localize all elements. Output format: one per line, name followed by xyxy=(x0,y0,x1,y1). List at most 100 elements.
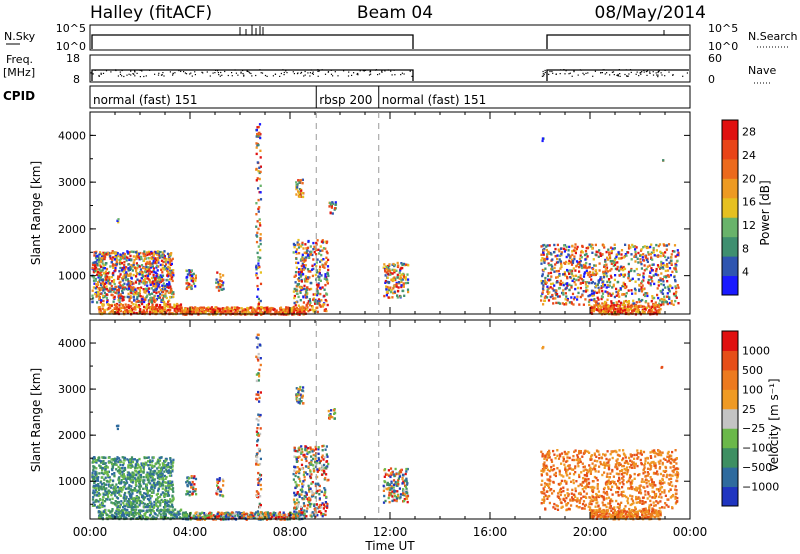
range-gate-cell xyxy=(111,256,114,259)
range-gate-cell xyxy=(134,489,137,492)
nave-dot xyxy=(543,73,545,75)
range-gate-cell xyxy=(316,289,319,293)
range-gate-cell xyxy=(149,298,152,302)
range-gate-cell xyxy=(127,267,130,270)
range-gate-cell xyxy=(148,293,151,296)
range-gate-cell xyxy=(279,309,282,312)
range-gate-cell xyxy=(256,133,259,136)
nave-dot xyxy=(577,74,579,76)
range-gate-cell xyxy=(560,251,563,254)
range-gate-cell xyxy=(174,513,177,517)
range-gate-cell xyxy=(298,179,301,182)
range-gate-cell xyxy=(152,276,155,279)
range-gate-cell xyxy=(157,505,160,508)
range-gate-cell xyxy=(592,273,595,276)
range-gate-cell xyxy=(117,291,120,294)
range-gate-cell xyxy=(121,471,124,474)
range-gate-cell xyxy=(186,269,189,273)
range-gate-cell xyxy=(654,306,657,310)
range-gate-cell xyxy=(215,311,218,314)
range-gate-cell xyxy=(163,466,166,469)
range-gate-cell xyxy=(613,303,616,307)
range-gate-cell xyxy=(109,306,112,309)
range-gate-cell xyxy=(126,458,129,461)
range-gate-cell xyxy=(105,272,108,275)
range-gate-cell xyxy=(256,295,259,298)
range-gate-cell xyxy=(398,277,401,280)
range-gate-cell xyxy=(574,274,578,277)
range-gate-cell xyxy=(615,255,618,259)
nave-dot xyxy=(220,71,222,74)
range-gate-cell xyxy=(607,292,610,295)
range-gate-cell xyxy=(321,286,324,289)
range-gate-cell xyxy=(641,298,644,302)
range-gate-cell xyxy=(145,304,149,307)
range-gate-cell xyxy=(615,294,618,297)
range-gate-cell xyxy=(131,269,134,272)
freq-trace xyxy=(91,69,689,81)
range-gate-cell xyxy=(179,303,183,306)
range-gate-cell xyxy=(550,275,553,278)
range-gate-cell xyxy=(333,208,336,211)
range-gate-cell xyxy=(150,250,153,254)
nave-dot xyxy=(627,75,629,77)
range-gate-cell xyxy=(128,513,131,516)
range-gate-cell xyxy=(99,287,102,290)
range-gate-cell xyxy=(106,480,109,483)
range-gate-cell xyxy=(190,311,194,314)
range-gate-cell xyxy=(600,307,603,310)
range-gate-cell xyxy=(671,286,674,290)
range-gate-cell xyxy=(401,266,404,270)
range-gate-cell xyxy=(216,281,220,284)
range-gate-cell xyxy=(576,298,579,301)
range-gate-cell xyxy=(580,266,584,270)
nave-dot xyxy=(311,72,313,74)
range-gate-cell xyxy=(158,456,161,460)
range-gate-cell xyxy=(129,501,132,504)
nave-dot xyxy=(246,70,248,72)
range-gate-cell xyxy=(176,512,179,515)
range-gate-cell xyxy=(324,298,327,302)
range-gate-cell xyxy=(259,156,262,159)
range-gate-cell xyxy=(302,247,305,250)
nave-dot xyxy=(219,75,221,77)
range-gate-cell xyxy=(142,266,145,269)
range-gate-cell xyxy=(259,299,262,303)
nave-dot xyxy=(337,75,339,77)
range-gate-cell xyxy=(113,251,116,254)
range-gate-cell xyxy=(112,487,115,490)
nave-dot xyxy=(618,69,620,71)
range-gate-cell xyxy=(556,243,559,247)
range-gate-cell xyxy=(555,270,558,273)
range-gate-cell xyxy=(124,511,127,515)
range-gate-cell xyxy=(610,250,613,253)
range-gate-cell xyxy=(157,252,161,256)
range-gate-cell xyxy=(127,281,130,285)
range-gate-cell xyxy=(130,493,133,497)
range-gate-cell xyxy=(627,274,630,277)
range-gate-cell xyxy=(142,309,145,313)
nave-dot xyxy=(312,71,314,73)
range-gate-cell xyxy=(674,267,677,270)
range-gate-cell xyxy=(568,259,571,262)
range-gate-cell xyxy=(137,306,141,309)
range-gate-cell xyxy=(97,253,100,257)
range-gate-cell xyxy=(319,279,322,282)
range-gate-cell xyxy=(257,266,260,269)
range-gate-cell xyxy=(156,284,159,287)
range-gate-cell xyxy=(662,254,665,257)
range-gate-cell xyxy=(131,489,134,492)
range-gate-cell xyxy=(107,289,110,292)
range-gate-cell xyxy=(665,301,668,304)
range-gate-cell xyxy=(113,295,116,299)
range-gate-cell xyxy=(401,263,404,266)
range-gate-cell xyxy=(91,475,94,479)
range-gate-cell xyxy=(171,494,174,497)
range-gate-cell xyxy=(257,312,260,315)
range-gate-cell xyxy=(605,250,608,254)
range-gate-cell xyxy=(160,306,163,309)
range-gate-cell xyxy=(618,307,621,310)
range-gate-cell xyxy=(596,296,599,299)
range-gate-cell xyxy=(325,278,328,281)
range-gate-cell xyxy=(179,304,182,308)
